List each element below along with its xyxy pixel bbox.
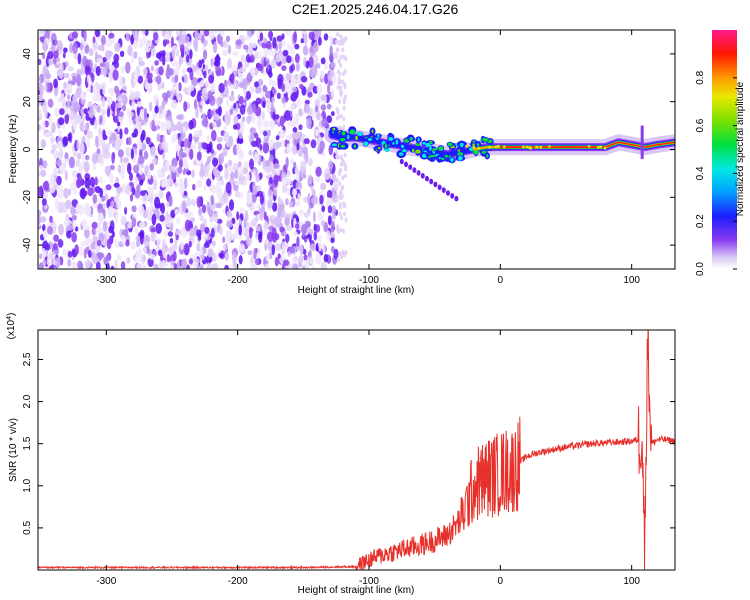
- snr-series-line: [38, 330, 675, 570]
- snr-y-tick-label-0: 0.5: [22, 521, 33, 535]
- snr-scale-base: (x10: [6, 319, 17, 339]
- spectrogram-y-tick-label-4: 40: [22, 48, 33, 60]
- colorbar-tick-label-1: 0.2: [695, 214, 706, 228]
- snr-x-axis-label: Height of straight line (km): [298, 585, 415, 596]
- snr-x-tick-label-4: 100: [623, 576, 640, 587]
- spectrogram-y-tick-label-1: -20: [22, 190, 33, 205]
- snr-scale-exponent: 4: [6, 316, 13, 320]
- snr-x-tick-label-0: -300: [96, 576, 116, 587]
- spectrogram-y-tick-label-2: 0: [22, 146, 33, 152]
- svg-text:(x104): (x104): [6, 313, 18, 340]
- spectrogram-y-axis-label: Frequency (Hz): [8, 115, 19, 184]
- snr-x-tick-label-1: -200: [228, 576, 248, 587]
- spectrogram-x-tick-label-3: 0: [498, 275, 504, 286]
- colorbar-label: Normalized spectral amplitude: [735, 81, 746, 216]
- snr-plot-area: [38, 330, 675, 570]
- snr-x-ticks: -300 -200 -100 0 100: [96, 330, 640, 587]
- snr-y-tick-label-1: 1.0: [22, 478, 33, 492]
- spectrogram-x-tick-label-1: -200: [228, 275, 248, 286]
- snr-frame: [37, 329, 676, 571]
- snr-y-tick-label-4: 2.5: [22, 352, 33, 366]
- spectrogram-x-tick-label-0: -300: [96, 275, 116, 286]
- spectrogram-x-tick-label-4: 100: [623, 275, 640, 286]
- colorbar-tick-label-4: 0.8: [695, 70, 706, 84]
- spectrogram-y-tick-label-3: 20: [22, 96, 33, 108]
- spectrogram-signal-track: [324, 125, 675, 202]
- colorbar-ticks: 0.0 0.2 0.4 0.6 0.8: [695, 70, 737, 276]
- figure-title: C2E1.2025.246.04.17.G26: [292, 1, 459, 17]
- colorbar-tick-label-0: 0.0: [695, 262, 706, 276]
- spectrogram-x-axis-label: Height of straight line (km): [298, 285, 415, 296]
- snr-x-tick-label-2: -100: [359, 576, 379, 587]
- snr-y-ticks: 0.5 1.0 1.5 2.0 2.5: [22, 352, 675, 535]
- spectrogram-noise-region: [38, 30, 348, 269]
- spectrogram-y-tick-label-0: -40: [22, 237, 33, 252]
- snr-panel: -300 -200 -100 0 100 0.5 1.0 1.5 2.0 2.5 Height …: [6, 313, 676, 596]
- spectrogram-x-ticks: -300 -200 -100 0 100: [96, 30, 640, 286]
- colorbar-gradient: [712, 30, 737, 269]
- spectrogram-y-ticks: -40 -20 0 20 40: [22, 48, 675, 252]
- snr-y-axis-label: SNR (10 * v/v): [8, 418, 19, 482]
- snr-y-tick-label-3: 2.0: [22, 394, 33, 408]
- colorbar-tick-label-3: 0.6: [695, 118, 706, 132]
- spectrogram-x-tick-label-2: -100: [359, 275, 379, 286]
- snr-scale-label: (x104): [6, 313, 18, 340]
- snr-x-tick-label-3: 0: [498, 576, 504, 587]
- snr-y-tick-label-2: 1.5: [22, 436, 33, 450]
- colorbar-tick-label-2: 0.4: [695, 166, 706, 180]
- colorbar: 0.0 0.2 0.4 0.6 0.8 Normalized spectral ampl…: [695, 30, 746, 276]
